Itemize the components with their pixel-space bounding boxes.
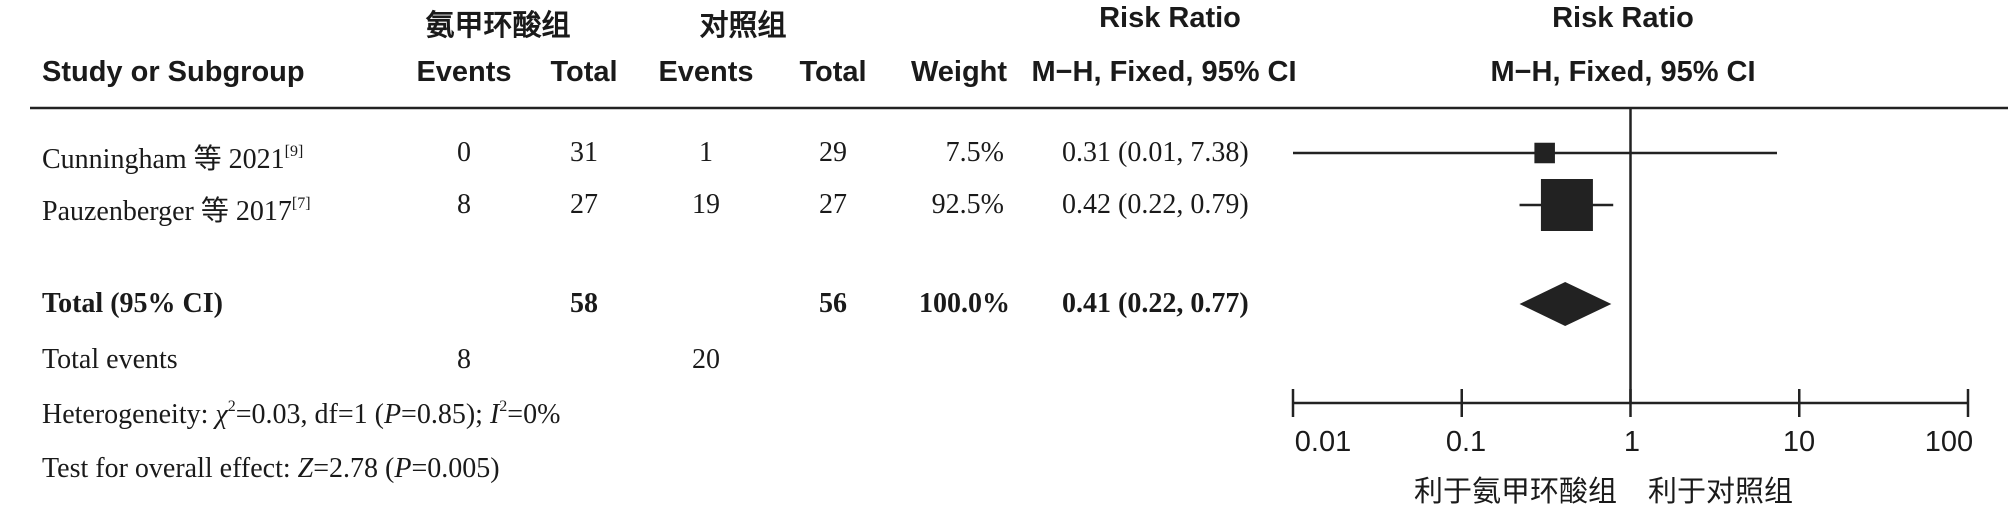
total1-header: Total: [550, 56, 618, 88]
study-1-events1: 0: [457, 137, 471, 168]
favours-right-label: 利于对照组: [1648, 476, 1794, 508]
group1-header: 氨甲环酸组: [425, 10, 571, 42]
study-1-events2: 1: [699, 137, 713, 168]
method-header: M−H, Fixed, 95% CI: [1031, 56, 1297, 88]
total-ci: 0.41 (0.22, 0.77): [1062, 288, 1249, 319]
study-point-box-2: [1540, 179, 1593, 231]
study-1-total1: 31: [570, 137, 598, 168]
study-1-total2: 29: [819, 137, 847, 168]
study-2-events2: 19: [692, 189, 720, 220]
study-2-total1: 27: [570, 189, 598, 220]
axis-tick-label-100: 100: [1924, 426, 1974, 458]
study-name-2: Pauzenberger 等 2017[7]: [42, 195, 311, 228]
total-total1: 58: [570, 288, 598, 319]
risk-ratio-plot-header: Risk Ratio: [1552, 2, 1694, 34]
total-total2: 56: [819, 288, 847, 319]
pooled-estimate-diamond: [1519, 282, 1612, 326]
total-weight: 100.0%: [919, 288, 1010, 319]
events2-header: Events: [658, 56, 754, 88]
heterogeneity-text: Heterogeneity: χ2=0.03, df=1 (P=0.85); I…: [42, 398, 561, 431]
study-1-weight: 7.5%: [945, 137, 1004, 168]
study-name-1: Cunningham 等 2021[9]: [42, 143, 304, 176]
total2-header: Total: [799, 56, 867, 88]
axis-tick-label-0.01: 0.01: [1294, 426, 1352, 458]
total-events1: 8: [457, 344, 471, 375]
study-2-total2: 27: [819, 189, 847, 220]
weight-header: Weight: [910, 56, 1008, 88]
study-1-ci: 0.31 (0.01, 7.38): [1062, 137, 1249, 168]
axis-tick-label-10: 10: [1782, 426, 1816, 458]
overall-effect-text: Test for overall effect: Z=2.78 (P=0.005…: [42, 453, 500, 484]
favours-left-label: 利于氨甲环酸组: [1413, 476, 1617, 508]
axis-tick-label-1: 1: [1623, 426, 1641, 458]
risk-ratio-header: Risk Ratio: [1099, 2, 1241, 34]
study-2-weight: 92.5%: [931, 189, 1004, 220]
total-events-label: Total events: [42, 344, 178, 375]
axis-tick-label-0.1: 0.1: [1445, 426, 1487, 458]
study-2-ci: 0.42 (0.22, 0.79): [1062, 189, 1249, 220]
study-column-header: Study or Subgroup: [42, 56, 305, 88]
events1-header: Events: [416, 56, 512, 88]
method-plot-header: M−H, Fixed, 95% CI: [1490, 56, 1756, 88]
total-events2: 20: [692, 344, 720, 375]
total-label: Total (95% CI): [42, 288, 223, 319]
study-point-box-1: [1534, 142, 1555, 164]
group2-header: 对照组: [699, 10, 787, 42]
study-2-events1: 8: [457, 189, 471, 220]
